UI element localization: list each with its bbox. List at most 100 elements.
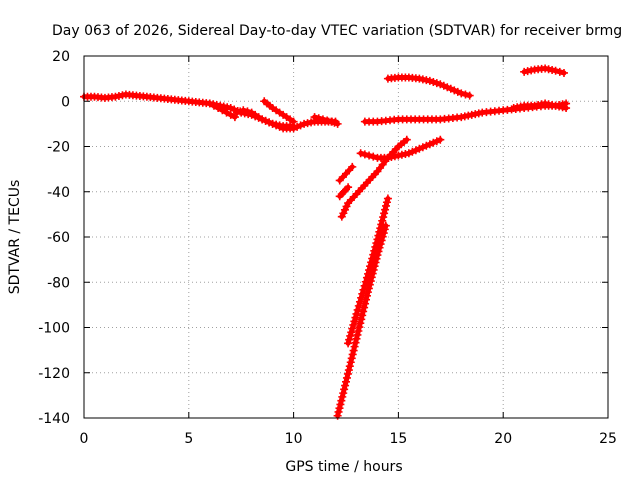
plot-frame — [83, 55, 609, 419]
data-point — [353, 305, 362, 314]
data-point — [354, 301, 363, 310]
data-point — [265, 118, 274, 127]
data-point — [348, 162, 357, 171]
data-point — [358, 311, 367, 320]
x-tick-label: 25 — [599, 431, 617, 447]
data-point — [369, 265, 378, 274]
series-arc-7 — [335, 183, 353, 201]
data-point — [258, 115, 267, 124]
data-point — [381, 221, 390, 230]
data-point — [335, 404, 344, 413]
y-tick-label: -80 — [47, 275, 70, 291]
data-point — [562, 104, 571, 113]
data-point — [465, 91, 474, 100]
data-point — [374, 247, 383, 256]
data-point — [349, 320, 358, 329]
data-point — [323, 116, 332, 125]
data-point — [380, 209, 389, 218]
data-point — [415, 144, 424, 153]
data-point — [350, 317, 359, 326]
data-point — [344, 366, 353, 375]
series-arc-8 — [337, 135, 411, 221]
data-point — [362, 291, 371, 300]
data-point — [261, 116, 270, 125]
data-point — [365, 151, 374, 160]
data-point — [344, 339, 353, 348]
data-point — [382, 198, 391, 207]
series-arc-2 — [205, 99, 239, 122]
data-point — [559, 68, 568, 77]
data-point — [453, 87, 462, 96]
data-point — [334, 407, 343, 416]
data-series — [80, 64, 571, 420]
data-point — [439, 81, 448, 90]
data-point — [346, 331, 355, 340]
data-point — [337, 396, 346, 405]
y-tick-label: -20 — [47, 140, 70, 156]
data-point — [272, 121, 281, 130]
data-point — [339, 389, 348, 398]
data-point — [408, 147, 417, 156]
data-point — [352, 334, 361, 343]
x-axis-label: GPS time / hours — [285, 459, 402, 475]
data-point — [347, 328, 356, 337]
data-point — [355, 297, 364, 306]
data-point — [363, 288, 372, 297]
data-point — [345, 335, 354, 344]
data-point — [429, 78, 438, 87]
data-point — [383, 194, 392, 203]
data-point — [218, 106, 227, 115]
data-point — [343, 369, 352, 378]
data-point — [378, 216, 387, 225]
data-point — [425, 76, 434, 85]
data-point — [350, 342, 359, 351]
data-point — [361, 299, 370, 308]
data-point — [340, 385, 349, 394]
data-point — [296, 121, 305, 130]
data-point — [368, 269, 377, 278]
data-point — [461, 90, 470, 99]
data-point — [367, 273, 376, 282]
data-point — [446, 84, 455, 93]
data-point — [351, 313, 360, 322]
data-point — [379, 229, 388, 238]
data-point — [348, 350, 357, 359]
data-point — [214, 104, 223, 113]
data-point — [370, 262, 379, 271]
data-point — [377, 236, 386, 245]
data-point — [365, 280, 374, 289]
y-tick-label: 0 — [61, 94, 70, 110]
data-point — [372, 254, 381, 263]
data-point — [226, 104, 235, 113]
data-point — [348, 324, 357, 333]
data-point — [436, 80, 445, 89]
chart-title: Day 063 of 2026, Sidereal Day-to-day VTE… — [52, 23, 622, 39]
data-point — [422, 141, 431, 150]
data-point — [289, 124, 298, 133]
data-point — [314, 114, 323, 123]
y-tick-label: -120 — [38, 366, 70, 382]
data-point — [432, 137, 441, 146]
y-tick-label: -40 — [47, 185, 70, 201]
data-point — [346, 358, 355, 367]
x-tick-label: 10 — [285, 431, 303, 447]
data-point — [336, 400, 345, 409]
x-tick-label: 20 — [494, 431, 512, 447]
data-point — [342, 373, 351, 382]
data-point — [402, 135, 411, 144]
data-point — [357, 293, 366, 302]
data-point — [275, 122, 284, 131]
series-line — [261, 98, 297, 125]
data-point — [381, 205, 390, 214]
data-point — [357, 315, 366, 324]
data-point — [268, 119, 277, 128]
data-point — [369, 152, 378, 161]
series-arc-9 — [344, 194, 392, 348]
data-point — [404, 149, 413, 158]
data-point — [432, 79, 441, 88]
data-point — [353, 330, 362, 339]
series-arc-6 — [335, 162, 357, 185]
series-arc-13 — [383, 73, 474, 100]
y-tick-label: -60 — [47, 230, 70, 246]
